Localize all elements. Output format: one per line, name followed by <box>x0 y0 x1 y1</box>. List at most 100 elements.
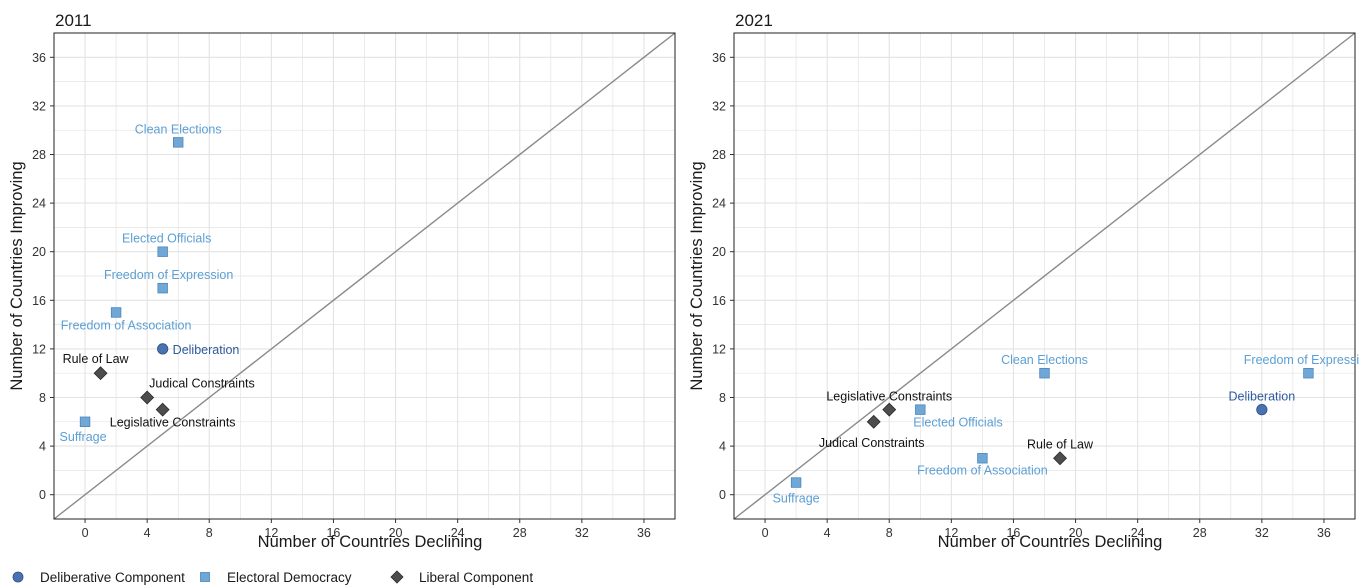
x-tick-label: 20 <box>1069 526 1083 540</box>
y-tick-label: 4 <box>39 440 46 454</box>
y-tick-label: 20 <box>32 245 46 259</box>
data-point: Freedom of Expression <box>1244 353 1359 379</box>
panel-title: 2011 <box>55 11 92 30</box>
data-point: Legislative Constraints <box>110 402 236 430</box>
point-marker-square <box>79 416 91 428</box>
point-marker-diamond <box>1053 451 1067 466</box>
legend-label: Deliberative Component <box>40 570 185 585</box>
y-tick-label: 36 <box>32 51 46 65</box>
point-marker-square <box>1303 367 1314 379</box>
data-point: Elected Officials <box>122 232 211 257</box>
point-label: Freedom of Expression <box>104 268 233 282</box>
point-marker-circle <box>1256 404 1268 416</box>
x-tick-label: 28 <box>513 526 527 540</box>
data-point: Rule of Law <box>63 352 130 381</box>
plot-frame <box>733 32 1356 520</box>
x-tick-label: 24 <box>451 526 465 540</box>
x-tick-label: 32 <box>575 526 589 540</box>
y-tick-label: 8 <box>39 391 46 405</box>
point-marker-square <box>157 282 168 294</box>
gridlines <box>733 33 1355 520</box>
x-tick-label: 24 <box>1131 526 1145 540</box>
point-marker-diamond <box>155 402 170 417</box>
x-tick-label: 8 <box>886 526 893 540</box>
data-point: Rule of Law <box>1027 437 1094 466</box>
point-marker-diamond <box>866 414 881 429</box>
point-label: Legislative Constraints <box>110 416 236 430</box>
x-tick-label: 12 <box>264 526 278 540</box>
legend-item-deliberative: Deliberative Component <box>12 570 185 585</box>
panel-2021: 0 4 8 12 16 20 24 28 32 36 0 4 8 12 16 20 24 28 32 36 2021 Nu… <box>688 11 1359 551</box>
y-tick-label: 28 <box>32 148 46 162</box>
x-tick-label: 0 <box>762 526 769 540</box>
y-tick-label: 36 <box>712 51 726 65</box>
point-marker-square <box>157 246 168 257</box>
point-marker-square <box>977 453 988 464</box>
panel-2011: 0 4 8 12 16 20 24 28 32 36 0 4 8 12 16 20 24 28 32 36 2011 Nu… <box>8 11 676 551</box>
x-tick-label: 0 <box>82 526 89 540</box>
point-label: Elected Officials <box>913 416 1002 430</box>
point-marker-circle <box>157 343 169 355</box>
point-label: Elected Officials <box>122 232 211 246</box>
y-tick-label: 12 <box>32 342 46 356</box>
data-point: Freedom of Association <box>61 307 192 332</box>
x-tick-label: 4 <box>144 526 151 540</box>
data-point: Suffrage <box>60 416 107 444</box>
x-axis-title: Number of Countries Declining <box>938 533 1163 551</box>
gridlines <box>53 33 675 520</box>
x-tick-label: 36 <box>637 526 651 540</box>
point-label: Suffrage <box>773 492 820 506</box>
y-tick-label: 4 <box>719 440 726 454</box>
y-tick-label: 24 <box>712 197 726 211</box>
data-point: Suffrage <box>773 477 820 506</box>
x-tick-label: 28 <box>1193 526 1207 540</box>
data-point: Freedom of Expression <box>104 268 233 294</box>
y-tick-label: 32 <box>712 99 726 113</box>
panel-title: 2021 <box>735 11 773 30</box>
x-tick-label: 32 <box>1255 526 1269 540</box>
point-label: Rule of Law <box>1027 437 1094 451</box>
point-label: Freedom of Expression <box>1244 353 1359 367</box>
data-point: Legislative Constraints <box>826 390 952 417</box>
y-tick-label: 20 <box>712 245 726 259</box>
data-point: Clean Elections <box>1001 353 1088 379</box>
x-tick-label: 8 <box>206 526 213 540</box>
y-tick-label: 16 <box>32 294 46 308</box>
data-point: Deliberation <box>157 343 239 357</box>
y-tick-label: 0 <box>719 488 726 502</box>
legend-item-liberal: Liberal Component <box>390 570 533 585</box>
point-label: Judical Constraints <box>819 436 925 450</box>
point-marker-diamond <box>93 366 108 381</box>
y-tick-label: 28 <box>712 148 726 162</box>
legend: Deliberative Component Electoral Democrac… <box>12 570 533 585</box>
point-label: Freedom of Association <box>61 318 192 332</box>
point-marker-diamond <box>882 402 897 417</box>
point-label: Suffrage <box>60 430 107 444</box>
legend-label: Liberal Component <box>419 570 533 585</box>
legend-circle-icon <box>12 571 24 583</box>
point-marker-square <box>915 404 926 415</box>
y-axis-title: Number of Countries Improving <box>688 161 706 390</box>
data-point: Elected Officials <box>913 404 1003 430</box>
point-label: Judical Constraints <box>149 377 255 391</box>
y-axis-title: Number of Countries Improving <box>8 161 26 390</box>
point-label: Legislative Constraints <box>826 390 952 404</box>
y-tick-label: 8 <box>719 391 726 405</box>
y-tick-label: 32 <box>32 99 46 113</box>
diagonal-line <box>733 32 1356 520</box>
x-tick-label: 4 <box>824 526 831 540</box>
plot-frame <box>53 32 676 520</box>
point-label: Freedom of Association <box>917 463 1048 477</box>
legend-item-electoral: Electoral Democracy <box>200 570 352 585</box>
data-point: Freedom of Association <box>917 453 1048 477</box>
x-tick-label: 16 <box>1006 526 1020 540</box>
y-tick-label: 12 <box>712 342 726 356</box>
x-tick-label: 20 <box>389 526 403 540</box>
point-marker-square <box>790 477 802 488</box>
data-point: Judical Constraints <box>819 414 925 450</box>
x-tick-label: 36 <box>1317 526 1331 540</box>
x-axis-title: Number of Countries Declining <box>258 533 483 551</box>
x-tick-label: 16 <box>326 526 340 540</box>
diagonal-line <box>53 32 676 520</box>
y-tick-label: 24 <box>32 197 46 211</box>
